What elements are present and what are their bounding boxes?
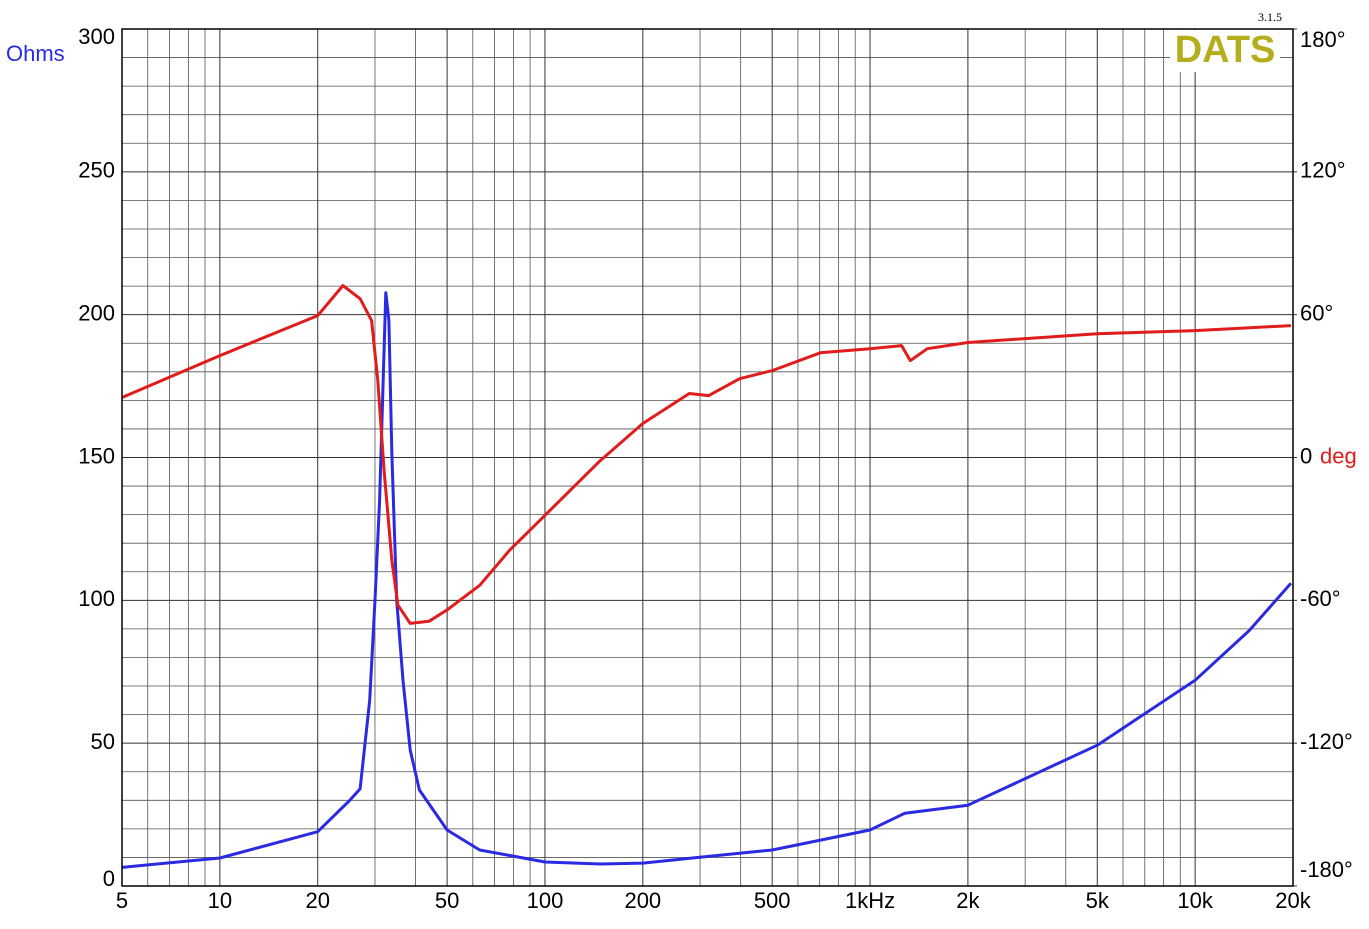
- y-tick-label: 50: [91, 729, 115, 754]
- x-tick-label: 10k: [1177, 888, 1213, 913]
- y-axis-label: Ohms: [6, 41, 65, 66]
- x-tick-label: 20: [305, 888, 329, 913]
- y-tick-label: 300: [78, 24, 115, 49]
- y2-axis-label: deg: [1320, 443, 1357, 468]
- y2-tick-label: 0: [1300, 443, 1312, 468]
- y2-tick-label: 60°: [1300, 300, 1333, 325]
- plot-lines: [121, 284, 1293, 869]
- y-tick-label: 0: [103, 866, 115, 891]
- x-tick-label: 20k: [1275, 888, 1311, 913]
- data-line: [121, 284, 1291, 625]
- y2-tick-label: 180°: [1300, 27, 1346, 52]
- grid: [121, 28, 1297, 887]
- data-line: [121, 291, 1293, 869]
- y2-tick-label: -180°: [1300, 857, 1353, 882]
- y-tick-label: 100: [78, 586, 115, 611]
- x-tick-label: 500: [754, 888, 791, 913]
- x-tick-label: 1kHz: [845, 888, 895, 913]
- x-tick-label: 5: [116, 888, 128, 913]
- x-tick-label: 2k: [956, 888, 980, 913]
- plot-frame: [121, 28, 1294, 887]
- version: 3.1.5: [1258, 10, 1282, 24]
- y-tick-label: 200: [78, 300, 115, 325]
- y2-tick-label: 120°: [1300, 158, 1346, 183]
- y2-tick-label: -120°: [1300, 729, 1353, 754]
- x-tick-label: 100: [527, 888, 564, 913]
- x-tick-label: 200: [624, 888, 661, 913]
- y-tick-label: 150: [78, 443, 115, 468]
- y-tick-label: 250: [78, 158, 115, 183]
- logo: DATS: [1175, 29, 1276, 71]
- logo-background: [1170, 30, 1280, 72]
- x-tick-label: 10: [208, 888, 232, 913]
- x-tick-label: 5k: [1086, 888, 1110, 913]
- x-tick-label: 50: [435, 888, 459, 913]
- y2-tick-label: -60°: [1300, 586, 1341, 611]
